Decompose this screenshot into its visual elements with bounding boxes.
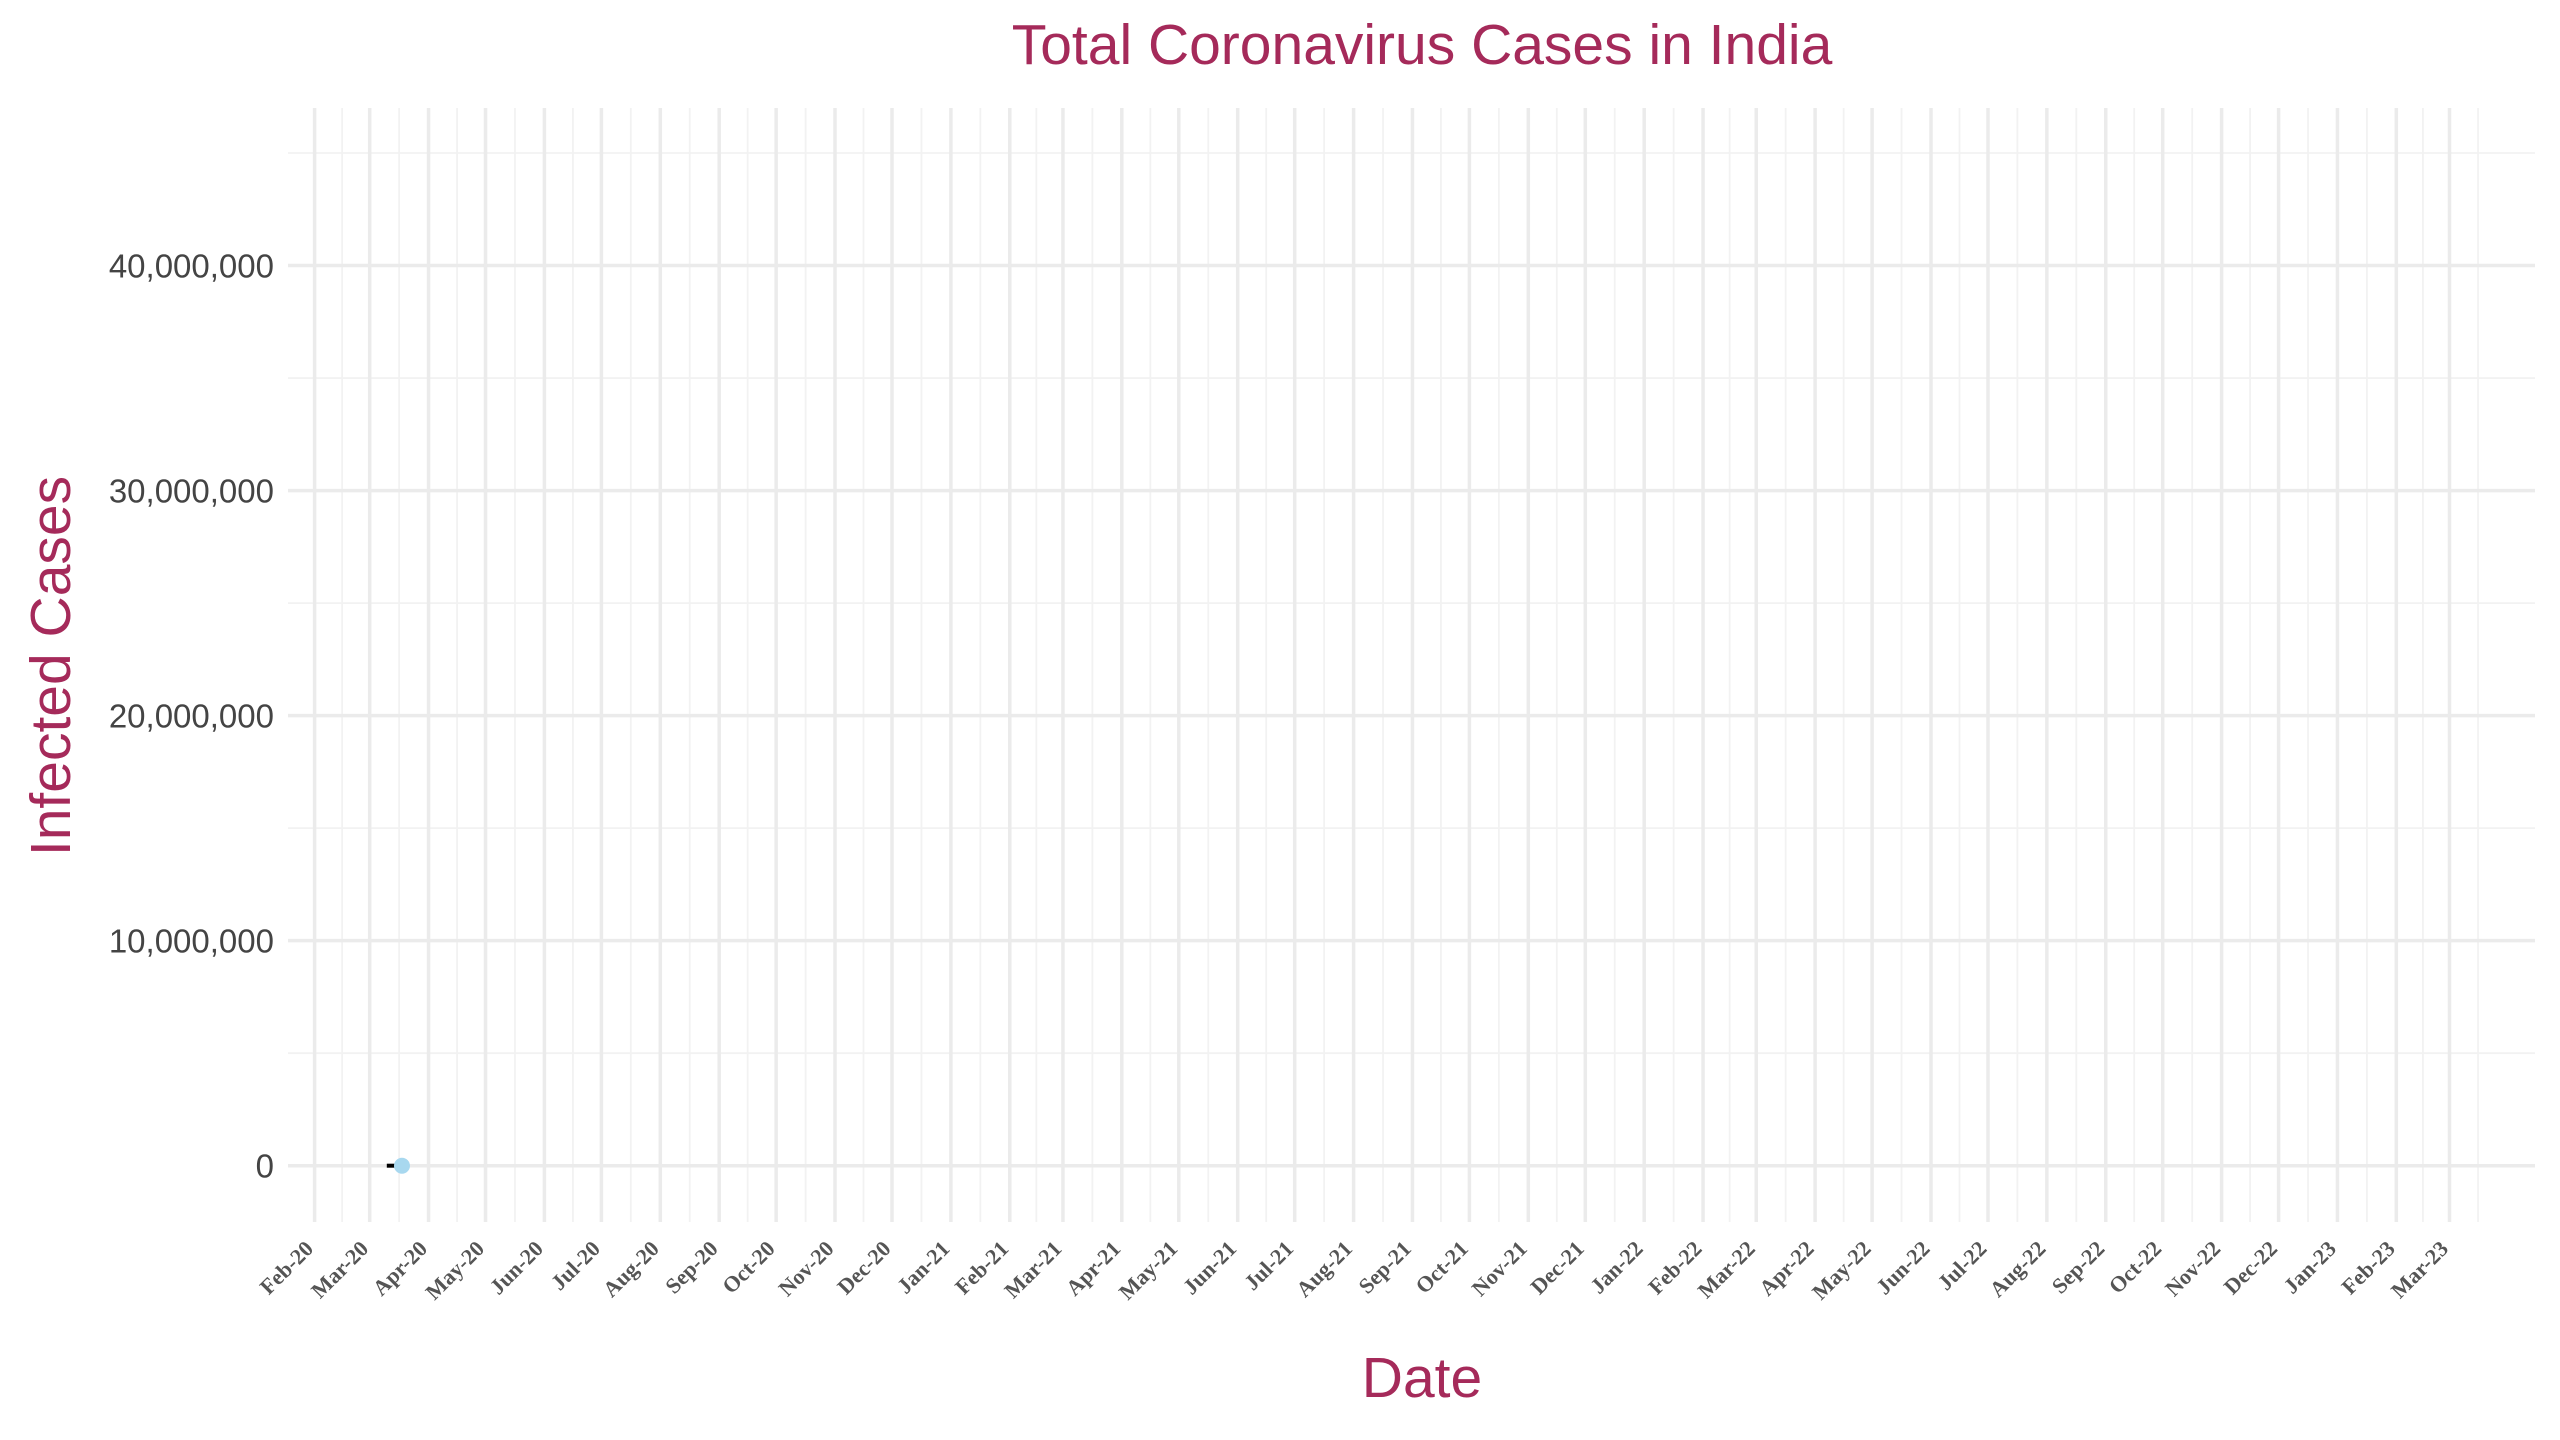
x-tick-label: May-21 [1114,1236,1183,1305]
y-tick-label: 40,000,000 [109,248,274,285]
x-tick-label: Apr-22 [1754,1236,1819,1301]
x-tick-label: Aug-20 [598,1236,664,1302]
grid-lines [288,108,2535,1222]
x-tick-label: Jul-21 [1239,1236,1298,1295]
x-tick-label: Jun-21 [1178,1236,1241,1299]
x-tick-label: Sep-22 [2047,1236,2110,1299]
x-tick-label: Jan-23 [2278,1236,2341,1299]
y-tick-label: 20,000,000 [109,698,274,735]
x-tick-label: Dec-22 [2219,1236,2282,1299]
x-tick-label: Apr-20 [367,1236,432,1301]
x-axis: Feb-20Mar-20Apr-20May-20Jun-20Jul-20Aug-… [255,1236,2453,1305]
x-tick-label: Dec-20 [832,1236,895,1299]
x-tick-label: May-20 [420,1236,489,1305]
x-tick-label: Nov-22 [2160,1236,2225,1301]
x-tick-label: Dec-21 [1525,1236,1588,1299]
x-tick-label: Mar-22 [1693,1236,1760,1303]
x-tick-label: Jul-20 [546,1236,605,1295]
x-tick-label: Oct-22 [2104,1236,2167,1299]
x-tick-label: Jul-22 [1932,1236,1991,1295]
x-tick-label: Sep-20 [660,1236,723,1299]
x-tick-label: Jun-20 [484,1236,547,1299]
y-axis: 0 10,000,000 20,000,000 30,000,000 40,000,00… [109,248,274,1185]
x-tick-label: Sep-21 [1353,1236,1416,1299]
x-tick-label: Feb-20 [255,1236,318,1299]
x-tick-label: Aug-21 [1291,1236,1357,1302]
x-tick-label: Nov-20 [773,1236,838,1301]
data-series [386,1157,410,1174]
x-tick-label: Nov-21 [1467,1236,1532,1301]
x-tick-label: Jan-22 [1585,1236,1648,1299]
x-tick-label: Apr-21 [1061,1236,1126,1301]
chart-title: Total Coronavirus Cases in India [1012,13,1833,77]
x-tick-label: Oct-20 [717,1236,780,1299]
y-axis-title: Infected Cases [19,476,83,856]
x-tick-label: Mar-21 [999,1236,1066,1303]
x-tick-label: Jun-22 [1871,1236,1934,1299]
x-tick-label: May-22 [1807,1236,1876,1305]
x-tick-label: Mar-20 [306,1236,373,1303]
x-tick-label: Jan-21 [892,1236,955,1299]
x-tick-label: Mar-23 [2386,1236,2453,1303]
y-tick-label: 10,000,000 [109,923,274,960]
y-tick-label: 30,000,000 [109,473,274,510]
highlight-point [393,1157,410,1174]
x-tick-label: Oct-21 [1410,1236,1473,1299]
y-tick-label: 0 [256,1148,274,1185]
x-axis-title: Date [1362,1346,1482,1410]
x-tick-label: Aug-22 [1984,1236,2050,1302]
